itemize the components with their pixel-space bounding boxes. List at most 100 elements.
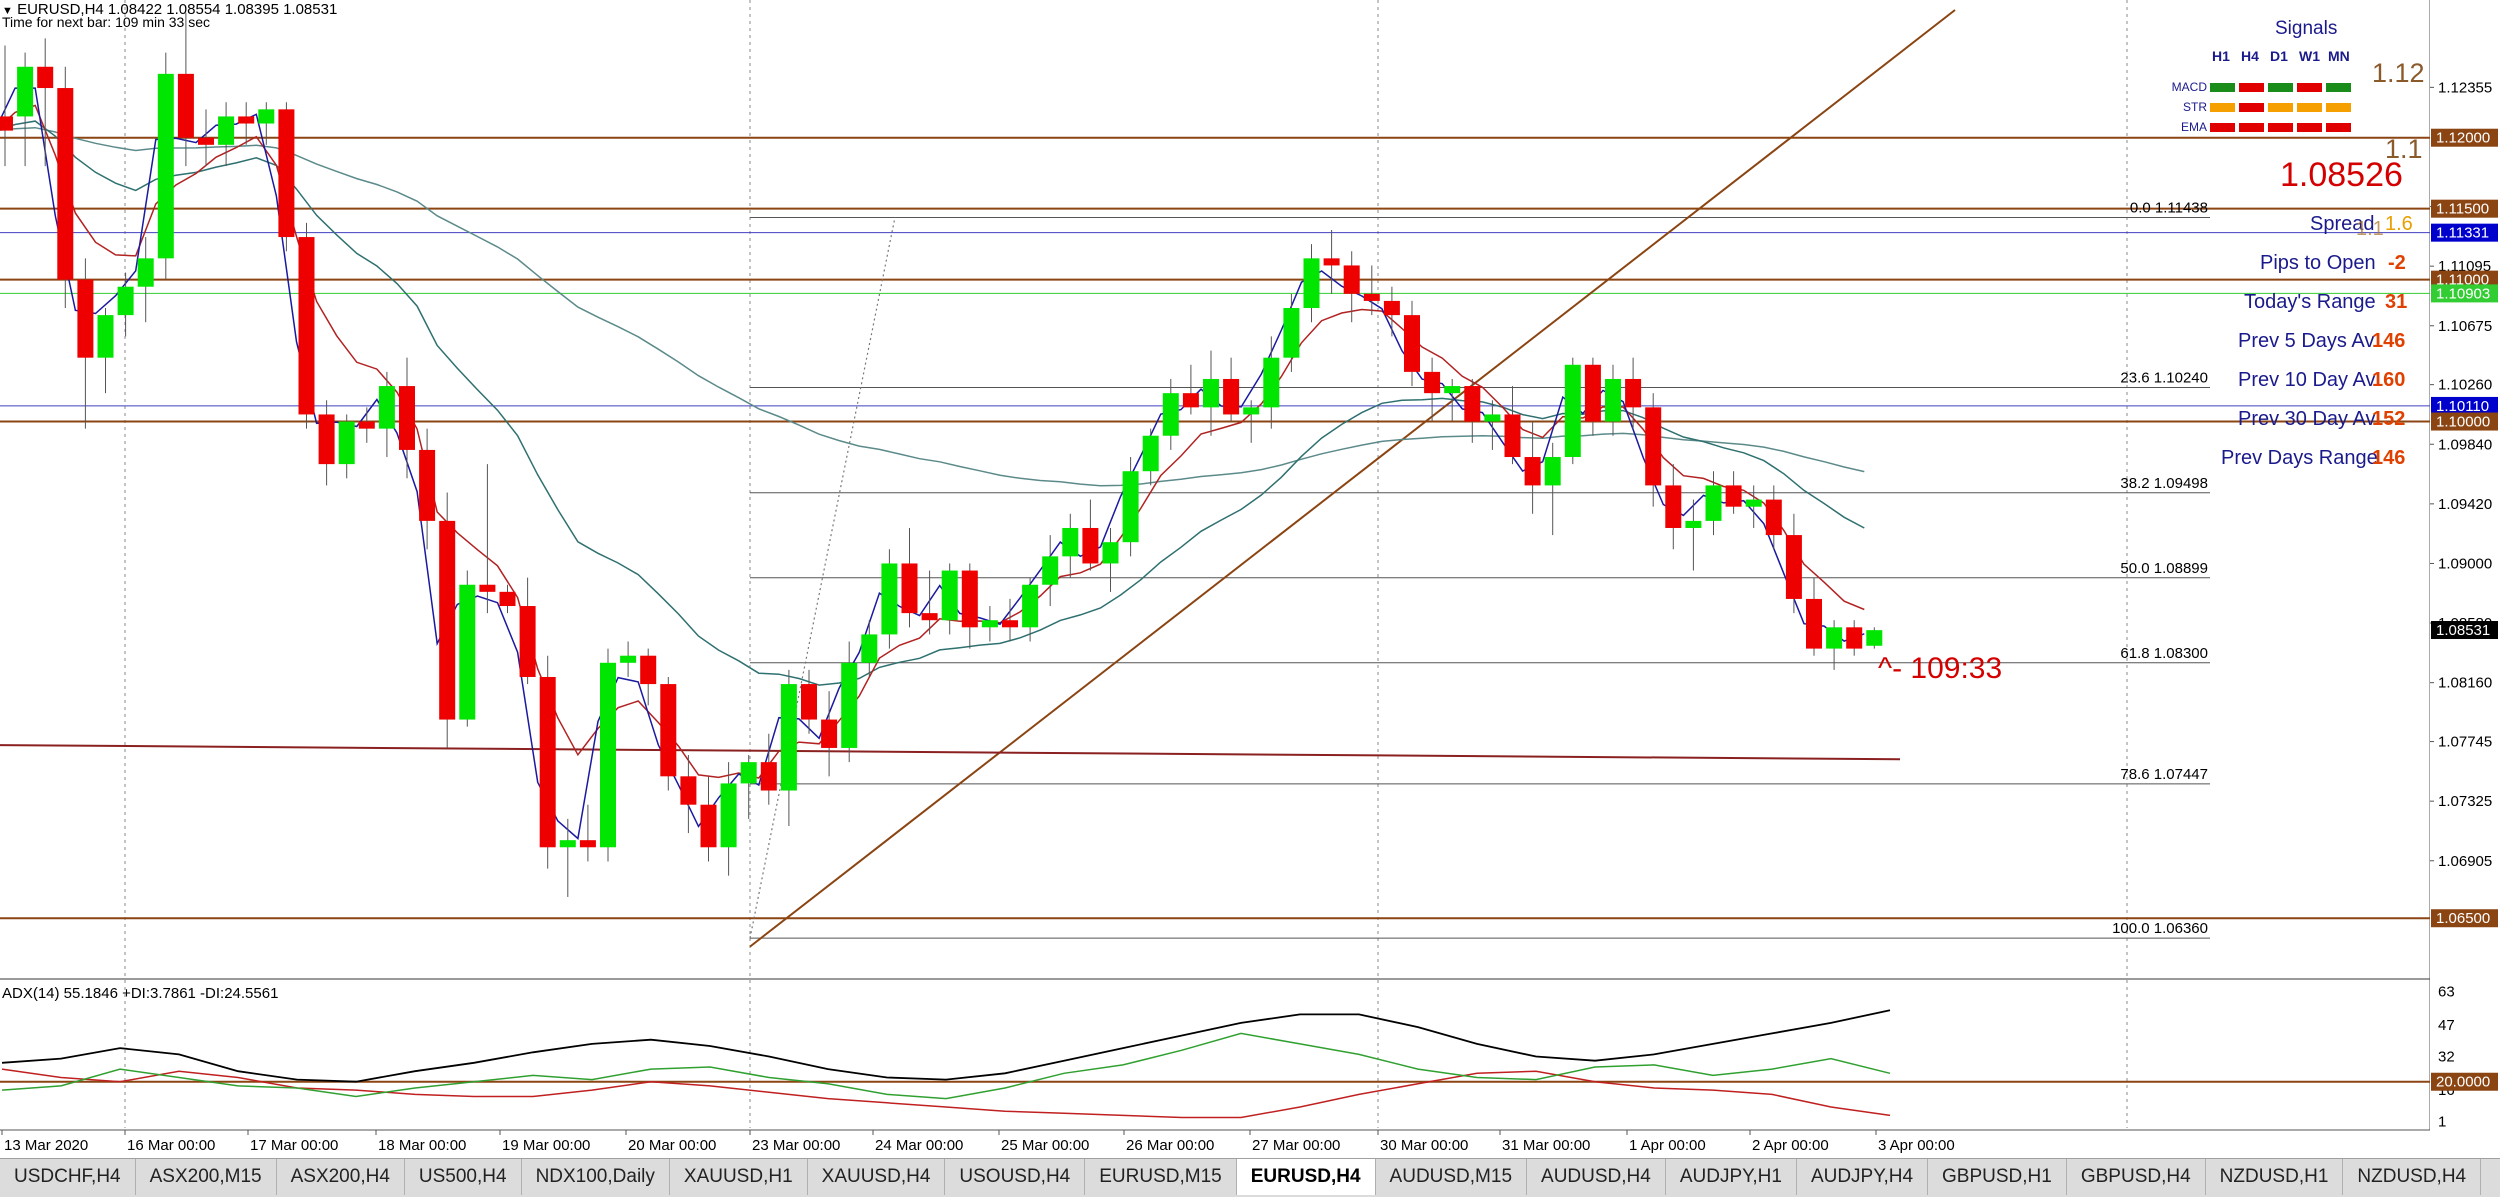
signals-timeframe-label: H1	[2212, 48, 2230, 64]
spread-overlap-value: 1.1	[2356, 218, 2384, 240]
symbol-tab[interactable]: NZDUSD,H1	[2206, 1159, 2344, 1195]
bull-candle	[941, 570, 958, 621]
bull-candle	[459, 584, 476, 720]
signal-indicator-bar	[2239, 123, 2264, 132]
symbol-tab[interactable]: AUDJPY,H1	[1666, 1159, 1797, 1195]
candlesticks	[0, 12, 1883, 897]
fib-level-label: 78.6 1.07447	[2120, 766, 2208, 783]
fib-level-label: 61.8 1.08300	[2120, 645, 2208, 662]
bear-candle	[1223, 378, 1240, 415]
bear-candle	[439, 520, 456, 720]
symbol-tab[interactable]: AUDJPY,H4	[1797, 1159, 1929, 1195]
bull-candle	[841, 662, 858, 748]
price-tick-label: 1.06905	[2438, 853, 2492, 870]
signals-title: Signals	[2275, 18, 2338, 39]
bar-timer: Time for next bar: 109 min 33 sec	[2, 14, 211, 30]
bear-candle	[419, 449, 436, 521]
time-tick-label: 26 Mar 00:00	[1126, 1137, 1214, 1154]
trendlines[interactable]	[0, 9, 1956, 948]
time-tick-label: 31 Mar 00:00	[1502, 1137, 1590, 1154]
time-axis: 13 Mar 2020 16 Mar 00:00 17 Mar 00:00 18 Ma…	[1, 1130, 1955, 1154]
bull-candle	[1062, 527, 1079, 557]
signals-row-label: STR	[2183, 100, 2207, 114]
bear-candle	[177, 73, 194, 138]
bear-candle	[1765, 499, 1782, 536]
signals-timeframe-label: H4	[2241, 48, 2259, 64]
adx-label: ADX(14) 55.1846 +DI:3.7861 -DI:24.5561	[2, 985, 279, 1002]
fib-level-label: 50.0 1.08899	[2120, 560, 2208, 577]
fibonacci-retracement[interactable]: 0.0 1.11438 23.6 1.10240 38.2 1.09498 50.0 …	[749, 199, 2210, 939]
big-price: 1.08526	[2280, 156, 2403, 194]
symbol-tab[interactable]: ASX200,H4	[277, 1159, 405, 1195]
time-tick-label: 30 Mar 00:00	[1380, 1137, 1468, 1154]
price-box-label: 1.08531	[2436, 622, 2490, 639]
price-box	[2431, 270, 2498, 289]
prev10-label: Prev 10 Day Av	[2238, 369, 2376, 391]
bear-candle	[539, 676, 556, 848]
bull-candle	[780, 684, 797, 791]
spread-label: Spread	[2310, 213, 2375, 235]
price-box	[2431, 284, 2498, 303]
bull-candle	[338, 421, 355, 465]
signals-row: MACD	[2164, 80, 2394, 96]
symbol-tab[interactable]: GBPUSD,H1	[1928, 1159, 2067, 1195]
bull-candle	[981, 620, 998, 628]
symbol-tab[interactable]: GBPUSD,H4	[2067, 1159, 2206, 1195]
bear-candle	[1665, 485, 1682, 528]
prev30-value: 152	[2372, 408, 2406, 430]
todays-range-value: 31	[2385, 291, 2408, 313]
collapse-triangle-icon[interactable]: ▼	[2, 5, 13, 17]
signal-indicator-bar	[2268, 83, 2293, 92]
price-tick-label: 1.09000	[2438, 555, 2492, 572]
adx-tick-label: 1	[2438, 1114, 2446, 1131]
bear-candle	[1323, 258, 1340, 266]
price-chart[interactable]: 0.0 1.11438 23.6 1.10240 38.2 1.09498 50.0 …	[0, 0, 2500, 1158]
bull-candle	[861, 634, 878, 663]
symbol-tab[interactable]: USOUSD,H4	[945, 1159, 1086, 1195]
symbol-tab[interactable]: US500,H4	[405, 1159, 522, 1195]
bear-candle	[801, 684, 817, 720]
bull-candle	[1022, 584, 1039, 628]
signal-indicator-bar	[2268, 103, 2293, 112]
bull-candle	[740, 762, 757, 784]
uptrend-line	[749, 9, 1956, 948]
symbol-tab[interactable]: AUDUSD,H4	[1527, 1159, 1666, 1195]
bear-candle	[238, 116, 255, 124]
symbol-tab[interactable]: ASX200,M15	[136, 1159, 277, 1195]
signal-indicator-bar	[2326, 103, 2351, 112]
time-tick-label: 3 Apr 00:00	[1878, 1137, 1955, 1154]
prev-days-range-label: Prev Days Range	[2221, 447, 2378, 469]
symbol-tab[interactable]: AUDUSD,M15	[1376, 1159, 1528, 1195]
symbol-quote-line: EURUSD,H4 1.08422 1.08554 1.08395 1.0853…	[17, 1, 338, 18]
symbol-tab[interactable]: NZDUSD,H4	[2343, 1159, 2482, 1195]
bull-candle	[720, 783, 737, 848]
bull-candle	[1685, 520, 1702, 528]
bear-candle	[760, 762, 777, 791]
bear-candle	[901, 563, 918, 614]
bear-candle	[1404, 315, 1420, 372]
symbol-tab[interactable]: NDX100,Daily	[522, 1159, 670, 1195]
bear-candle	[1002, 620, 1018, 628]
bear-candle	[1785, 535, 1802, 599]
symbol-tab[interactable]: XAUUSD,H4	[808, 1159, 946, 1195]
pips-to-open-label: Pips to Open	[2260, 252, 2376, 274]
symbol-tab[interactable]: EURUSD,H4	[1236, 1159, 1376, 1195]
symbol-tab[interactable]: XAUUSD,H1	[670, 1159, 808, 1195]
bear-candle	[298, 237, 315, 415]
level-b-text: 1.1	[2385, 134, 2423, 164]
bull-candle	[378, 386, 395, 429]
symbol-tab[interactable]: USDCHF,H4	[0, 1159, 136, 1195]
time-tick-label: 18 Mar 00:00	[378, 1137, 466, 1154]
price-box-label: 1.06500	[2436, 910, 2490, 927]
signal-indicator-bar	[2326, 123, 2351, 132]
bull-candle	[620, 655, 637, 663]
price-axis: 1.123551.115151.110951.106751.102601.098…	[2430, 0, 2500, 1131]
medium-moving-average	[0, 120, 1865, 686]
minus-di-line	[1, 1068, 1891, 1119]
bull-candle	[1484, 414, 1501, 422]
support-trendline	[0, 744, 1901, 761]
bear-candle	[0, 116, 13, 131]
bear-candle	[479, 584, 496, 592]
price-box	[2431, 412, 2498, 431]
symbol-tab[interactable]: EURUSD,M15	[1085, 1159, 1237, 1195]
